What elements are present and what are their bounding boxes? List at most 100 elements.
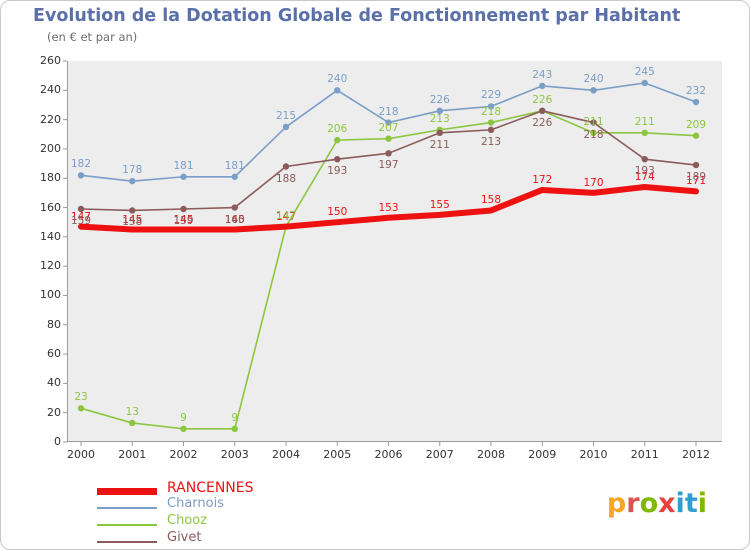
data-label: 153 [378, 201, 399, 214]
data-point [385, 150, 392, 157]
legend-item[interactable]: Chooz [97, 513, 397, 534]
data-label: 240 [583, 73, 604, 86]
logo-letter-i2: i [697, 488, 707, 519]
data-point [180, 173, 187, 180]
data-point [231, 173, 238, 180]
data-label: 207 [378, 121, 399, 134]
chart-subtitle: (en € et par an) [47, 30, 138, 44]
logo-letter-i1: i [675, 488, 685, 519]
data-point [180, 205, 187, 213]
y-axis-tick: 120 [40, 259, 61, 273]
data-label: 145 [173, 213, 194, 226]
data-label: 226 [532, 116, 553, 129]
data-point [385, 135, 392, 142]
logo-letter-p: p [606, 488, 627, 519]
y-axis-tick: 100 [40, 288, 61, 302]
data-point [539, 82, 546, 90]
data-label: 181 [224, 159, 245, 172]
y-axis-tick: 160 [40, 200, 61, 214]
logo-letter-t: t [684, 488, 698, 519]
data-point [487, 119, 495, 126]
y-axis-tick: 220 [40, 112, 61, 126]
data-point [590, 129, 597, 137]
data-label: 159 [70, 215, 92, 227]
logo-letter-x: x [658, 488, 676, 519]
x-axis-tick: 2005 [323, 448, 352, 461]
y-axis-tick: 240 [40, 83, 61, 97]
data-label: 209 [685, 118, 707, 131]
data-label: 172 [532, 173, 553, 186]
legend-swatch-givet [97, 541, 157, 543]
legend-swatch-rancennes [97, 488, 157, 495]
data-label: 13 [125, 405, 139, 418]
x-axis-tick: 2000 [67, 448, 95, 461]
data-point [180, 425, 187, 433]
data-point [129, 419, 136, 427]
data-point [129, 177, 136, 185]
legend-label: Givet [167, 530, 202, 545]
data-label: 245 [634, 65, 655, 78]
y-axis-tick: 0 [54, 435, 61, 448]
data-point [77, 405, 85, 412]
y-axis-tick: 180 [40, 171, 61, 185]
x-axis-tick: 2003 [220, 448, 249, 461]
data-point [590, 87, 597, 94]
data-label: 160 [224, 213, 245, 226]
data-label: 147 [275, 210, 297, 223]
legend-label: Chooz [167, 513, 208, 528]
data-point [590, 119, 597, 126]
plot-area [67, 61, 722, 442]
legend-swatch-chooz [97, 524, 157, 526]
data-point [129, 207, 136, 214]
data-point [282, 163, 290, 170]
data-point [436, 107, 443, 115]
data-point [641, 79, 648, 87]
data-label: 193 [327, 165, 348, 178]
data-label: 213 [480, 135, 502, 148]
data-point [641, 129, 648, 137]
data-label: 158 [122, 216, 143, 229]
legend-label: RANCENNES [167, 480, 254, 496]
series-line-rancennes [78, 184, 699, 233]
x-axis-tick: 2001 [118, 448, 147, 461]
data-label: 145 [122, 213, 143, 226]
data-label: 193 [634, 165, 655, 178]
data-label: 240 [327, 73, 348, 86]
proxiti-logo[interactable]: proxiti [607, 488, 707, 519]
data-point [385, 119, 392, 126]
data-label: 159 [173, 215, 194, 227]
data-point [436, 129, 443, 137]
y-axis-tick: 60 [47, 347, 61, 361]
logo-letter-o: o [639, 488, 659, 519]
data-label: 188 [275, 172, 297, 185]
data-label: 218 [480, 105, 502, 118]
data-label: 218 [378, 105, 399, 118]
y-axis-tick: 260 [40, 54, 61, 67]
data-label: 211 [429, 138, 450, 151]
x-axis-tick: 2006 [374, 448, 403, 461]
legend-item[interactable]: RANCENNES [97, 480, 397, 500]
x-axis-tick: 2010 [579, 448, 608, 461]
legend: RANCENNES Charnois Chooz Givet [97, 480, 397, 549]
data-point [692, 161, 700, 169]
logo-letter-r: r [626, 488, 640, 519]
y-axis-tick: 80 [47, 317, 61, 331]
page-title: Evolution de la Dotation Globale de Fonc… [33, 6, 681, 26]
legend-label: Charnois [167, 496, 224, 511]
data-label: 181 [173, 159, 194, 172]
data-point [77, 205, 85, 213]
data-label: 178 [122, 164, 143, 177]
data-label: 145 [224, 213, 245, 226]
data-label: 232 [685, 85, 707, 98]
data-label: 197 [378, 159, 399, 172]
x-axis-tick: 2009 [528, 448, 557, 461]
data-label: 213 [429, 112, 450, 125]
data-label: 171 [685, 175, 707, 188]
data-label: 9 [180, 411, 187, 424]
legend-item[interactable]: Charnois [97, 496, 397, 517]
legend-item[interactable]: Givet [97, 530, 397, 549]
data-point [334, 155, 341, 163]
y-axis-tick: 20 [47, 405, 61, 419]
y-axis-tick: 140 [40, 229, 61, 243]
